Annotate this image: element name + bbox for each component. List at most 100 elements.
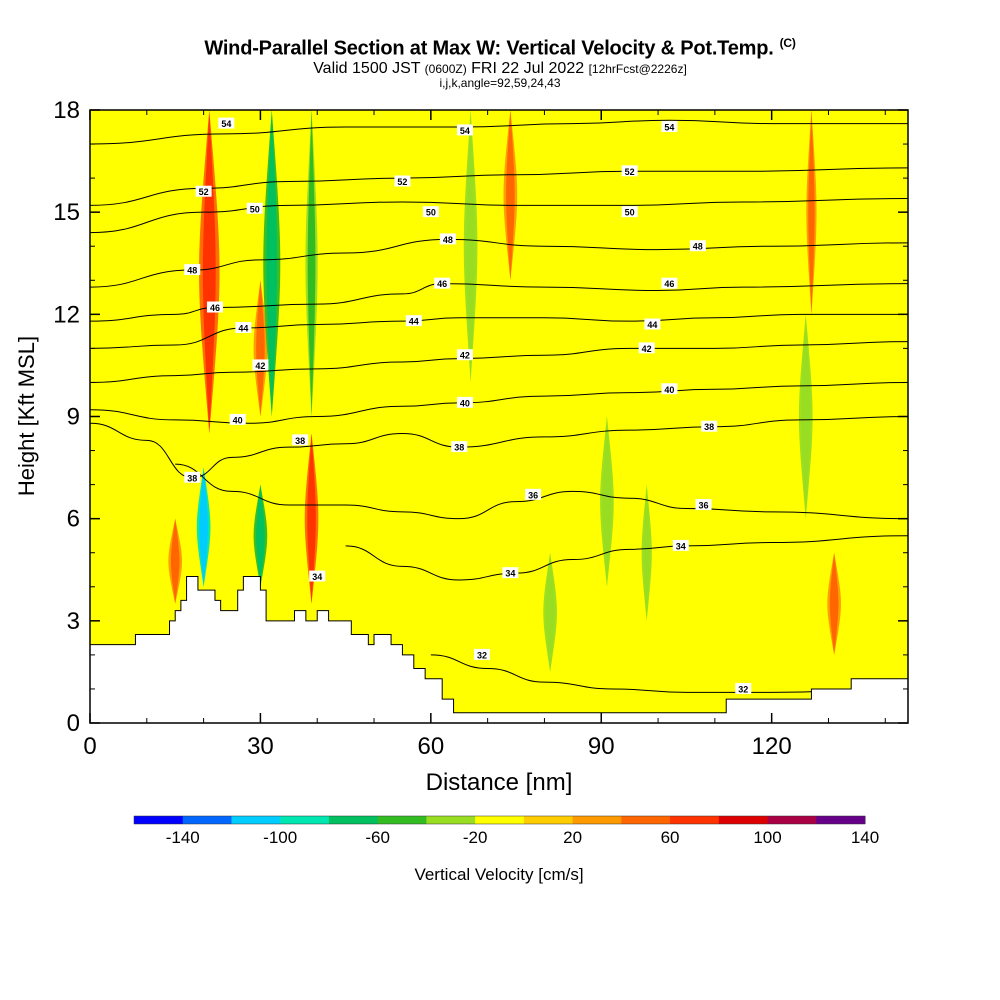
colorbar-swatch-14 bbox=[816, 816, 866, 824]
y-tick-label-2: 6 bbox=[67, 506, 80, 533]
colorbar-swatch-9 bbox=[572, 816, 622, 824]
contour-label-20: 42 bbox=[642, 344, 652, 354]
contour-label-2: 54 bbox=[664, 123, 674, 133]
contour-label-box-12 bbox=[206, 301, 223, 313]
contour-label-0: 54 bbox=[221, 119, 231, 129]
contour-label-29: 36 bbox=[698, 501, 708, 511]
downdraft-core-13 bbox=[602, 416, 612, 587]
x-tick-label-3: 90 bbox=[588, 733, 615, 760]
contour-label-box-1 bbox=[456, 124, 473, 136]
contour-label-25: 38 bbox=[295, 436, 305, 446]
isentrope-48 bbox=[90, 238, 908, 288]
colorbar-swatch-12 bbox=[718, 816, 769, 824]
contour-label-box-5 bbox=[621, 165, 638, 177]
isentrope-32 bbox=[430, 654, 908, 693]
y-tick-label-4: 12 bbox=[53, 301, 80, 328]
updraft-core-2 bbox=[506, 110, 515, 281]
contour-label-24: 38 bbox=[187, 473, 197, 483]
contour-label-box-2 bbox=[661, 121, 678, 133]
colorbar-swatch-11 bbox=[670, 816, 720, 824]
downdraft-core-12 bbox=[801, 314, 811, 519]
contour-label-1: 54 bbox=[460, 126, 470, 136]
colorbar-swatch-1 bbox=[182, 816, 232, 824]
contour-label-box-0 bbox=[218, 117, 235, 129]
colorbar-swatch-6 bbox=[426, 816, 476, 824]
contour-label-box-16 bbox=[405, 315, 422, 327]
y-tick-label-3: 9 bbox=[67, 404, 80, 431]
contour-label-34: 32 bbox=[738, 684, 748, 694]
contour-label-box-22 bbox=[456, 396, 473, 408]
contour-label-box-27 bbox=[701, 420, 718, 432]
chart-index-line: i,j,k,angle=92,59,24,43 bbox=[439, 76, 561, 90]
colorbar-swatch-10 bbox=[621, 816, 671, 824]
isentrope-50 bbox=[90, 198, 908, 234]
x-tick-label-1: 30 bbox=[247, 733, 274, 760]
contour-label-box-7 bbox=[422, 206, 439, 218]
updraft-core-6 bbox=[829, 552, 839, 655]
contour-label-box-13 bbox=[434, 277, 451, 289]
downdraft-core-7 bbox=[266, 110, 278, 417]
contour-label-box-6 bbox=[246, 202, 263, 214]
chart-valid-time: Valid 1500 JST (0600Z) FRI 22 Jul 2022 [… bbox=[313, 60, 687, 77]
downdraft-core-8 bbox=[307, 110, 316, 417]
contour-label-box-3 bbox=[195, 185, 212, 197]
x-tick-label-4: 120 bbox=[752, 733, 792, 760]
contour-label-6: 50 bbox=[250, 204, 260, 214]
downdraft-core-14 bbox=[545, 552, 555, 672]
contour-label-30: 34 bbox=[676, 541, 686, 551]
y-axis-label: Height [Kft MSL] bbox=[14, 336, 39, 496]
colorbar-tick-label-7: 140 bbox=[851, 828, 879, 847]
isentrope-36 bbox=[175, 463, 908, 520]
contour-label-7: 50 bbox=[426, 208, 436, 218]
updraft-core-1 bbox=[307, 433, 316, 604]
isentrope-42 bbox=[90, 341, 908, 383]
contour-label-box-4 bbox=[394, 175, 411, 187]
colorbar-swatch-2 bbox=[231, 816, 281, 824]
contour-label-33: 32 bbox=[477, 650, 487, 660]
colorbar-swatch-5 bbox=[377, 816, 427, 824]
y-tick-label-1: 3 bbox=[67, 608, 80, 635]
isentrope-54 bbox=[90, 119, 908, 145]
x-tick-label-2: 60 bbox=[417, 733, 444, 760]
chart-title: Wind-Parallel Section at Max W: Vertical… bbox=[204, 36, 796, 60]
contour-label-box-25 bbox=[292, 434, 309, 446]
colorbar-tick-label-2: -60 bbox=[365, 828, 390, 847]
contour-label-box-17 bbox=[644, 318, 661, 330]
isentrope-44 bbox=[90, 313, 908, 349]
updraft-core-5 bbox=[170, 518, 180, 604]
contour-label-box-26 bbox=[451, 441, 468, 453]
contour-label-box-33 bbox=[473, 648, 490, 660]
y-tick-label-6: 18 bbox=[53, 97, 80, 124]
contour-label-4: 52 bbox=[397, 177, 407, 187]
terrain-profile bbox=[90, 576, 908, 723]
contour-label-box-18 bbox=[252, 359, 269, 371]
contour-label-22: 40 bbox=[460, 398, 470, 408]
contour-label-box-32 bbox=[309, 570, 326, 582]
colorbar-tick-label-0: -140 bbox=[166, 828, 200, 847]
colorbar-label: Vertical Velocity [cm/s] bbox=[414, 865, 583, 884]
contour-label-18: 42 bbox=[255, 361, 265, 371]
contour-label-8: 50 bbox=[625, 208, 635, 218]
colorbar-swatch-13 bbox=[767, 816, 817, 824]
updraft-core-3 bbox=[808, 110, 815, 315]
downdraft-core-15 bbox=[643, 484, 650, 621]
contour-label-box-9 bbox=[184, 264, 201, 276]
colorbar-swatch-7 bbox=[475, 816, 525, 824]
x-tick-label-0: 0 bbox=[83, 733, 96, 760]
colorbar-tick-label-4: 20 bbox=[563, 828, 582, 847]
contour-label-12: 46 bbox=[210, 303, 220, 313]
isentrope-34 bbox=[345, 535, 908, 581]
contour-label-10: 48 bbox=[443, 235, 453, 245]
contour-label-box-15 bbox=[235, 321, 252, 333]
updraft-core-4 bbox=[256, 280, 265, 417]
colorbar-tick-label-5: 60 bbox=[661, 828, 680, 847]
contour-label-32: 34 bbox=[312, 572, 322, 582]
contour-label-box-23 bbox=[661, 383, 678, 395]
contour-label-21: 40 bbox=[233, 415, 243, 425]
y-tick-label-0: 0 bbox=[67, 710, 80, 737]
downdraft-core-10 bbox=[256, 484, 265, 587]
colorbar-swatch-3 bbox=[280, 816, 330, 824]
contour-label-box-24 bbox=[184, 471, 201, 483]
